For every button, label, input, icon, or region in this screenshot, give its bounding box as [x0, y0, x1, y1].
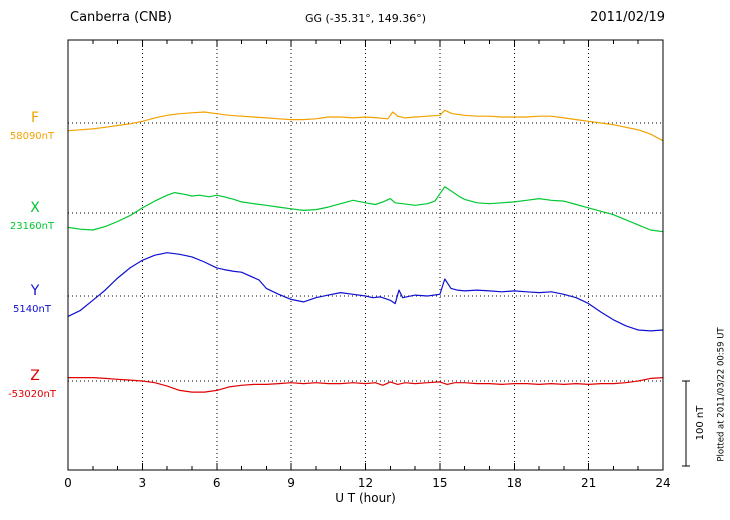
- scale-bar-label: 100 nT: [695, 405, 706, 441]
- x-tick-label-9: 9: [287, 476, 295, 490]
- station-name: Canberra (CNB): [70, 10, 172, 25]
- series-baseline-value-F: 58090nT: [9, 131, 55, 142]
- series-baseline-value-Z: -53020nT: [8, 389, 56, 400]
- series-baseline-value-Y: 5140nT: [13, 304, 51, 315]
- series-baseline-value-X: 23160nT: [9, 221, 55, 232]
- series-letter-F: F: [30, 110, 40, 126]
- x-axis-title: U T (hour): [335, 491, 396, 505]
- x-tick-label-6: 6: [212, 476, 221, 490]
- x-tick-label-3: 3: [138, 476, 147, 490]
- x-tick-label-21: 21: [580, 476, 597, 490]
- series-letter-Y: Y: [30, 283, 40, 299]
- x-tick-label-18: 18: [506, 476, 522, 490]
- x-tick-label-24: 24: [655, 476, 671, 490]
- series-letter-X: X: [30, 200, 40, 216]
- series-letter-Z: Z: [30, 368, 40, 384]
- x-tick-label-12: 12: [357, 476, 374, 490]
- x-tick-label-15: 15: [432, 476, 448, 490]
- plot-date: 2011/02/19: [590, 10, 665, 25]
- station-coordinates: GG (-35.31°, 149.36°): [304, 12, 427, 25]
- plotted-at-caption: Plotted at 2011/03/22 00:59 UT: [716, 327, 727, 462]
- x-tick-label-0: 0: [64, 476, 72, 490]
